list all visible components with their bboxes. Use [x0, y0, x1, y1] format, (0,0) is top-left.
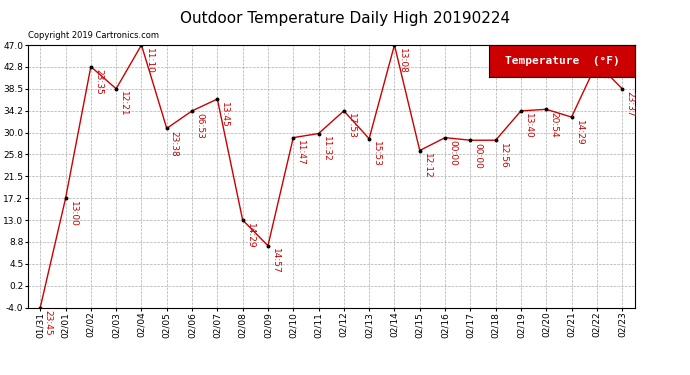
Text: 12:21: 12:21 — [119, 92, 128, 117]
Point — [110, 86, 121, 92]
Text: 17:53: 17:53 — [347, 114, 356, 140]
Point — [86, 64, 97, 70]
Text: 23:37: 23:37 — [625, 92, 634, 117]
Point — [186, 108, 197, 114]
Text: 14:57: 14:57 — [271, 248, 280, 274]
Text: 23:45: 23:45 — [43, 310, 52, 336]
Point — [136, 42, 147, 48]
Point — [262, 243, 273, 249]
Point — [591, 60, 602, 66]
Point — [566, 114, 577, 120]
Text: 11:10: 11:10 — [144, 48, 153, 74]
Text: 13:45: 13:45 — [220, 102, 229, 128]
Point — [338, 108, 349, 114]
Text: 06:53: 06:53 — [195, 114, 204, 140]
Text: 13:00: 13:00 — [68, 201, 77, 227]
Text: 12:56: 12:56 — [499, 143, 508, 168]
Point — [617, 86, 628, 92]
Point — [212, 96, 223, 102]
Point — [490, 137, 501, 143]
Text: 13:: 13: — [600, 66, 609, 80]
Point — [60, 195, 71, 201]
Text: 15:53: 15:53 — [372, 141, 381, 167]
Point — [465, 137, 476, 143]
Text: 13:40: 13:40 — [524, 114, 533, 139]
Text: Outdoor Temperature Daily High 20190224: Outdoor Temperature Daily High 20190224 — [180, 11, 510, 26]
Point — [161, 125, 172, 131]
Point — [389, 42, 400, 48]
Point — [237, 217, 248, 223]
Text: Copyright 2019 Cartronics.com: Copyright 2019 Cartronics.com — [28, 31, 159, 40]
Point — [515, 108, 526, 114]
Text: 23:35: 23:35 — [94, 69, 103, 95]
Text: 20:54: 20:54 — [549, 112, 558, 138]
Text: 12:12: 12:12 — [423, 153, 432, 179]
Point — [440, 135, 451, 141]
Point — [34, 304, 46, 310]
Text: 13:08: 13:08 — [397, 48, 406, 74]
Point — [541, 106, 552, 112]
Text: 11:32: 11:32 — [322, 136, 331, 162]
Text: 23:38: 23:38 — [170, 131, 179, 157]
Text: 00:00: 00:00 — [448, 140, 457, 166]
Text: 11:47: 11:47 — [296, 140, 305, 166]
Text: 00:00: 00:00 — [473, 143, 482, 169]
Text: 14:29: 14:29 — [246, 223, 255, 248]
Point — [288, 135, 299, 141]
Text: 14:29: 14:29 — [575, 120, 584, 145]
Point — [313, 130, 324, 136]
Point — [364, 136, 375, 142]
Point — [414, 147, 425, 153]
